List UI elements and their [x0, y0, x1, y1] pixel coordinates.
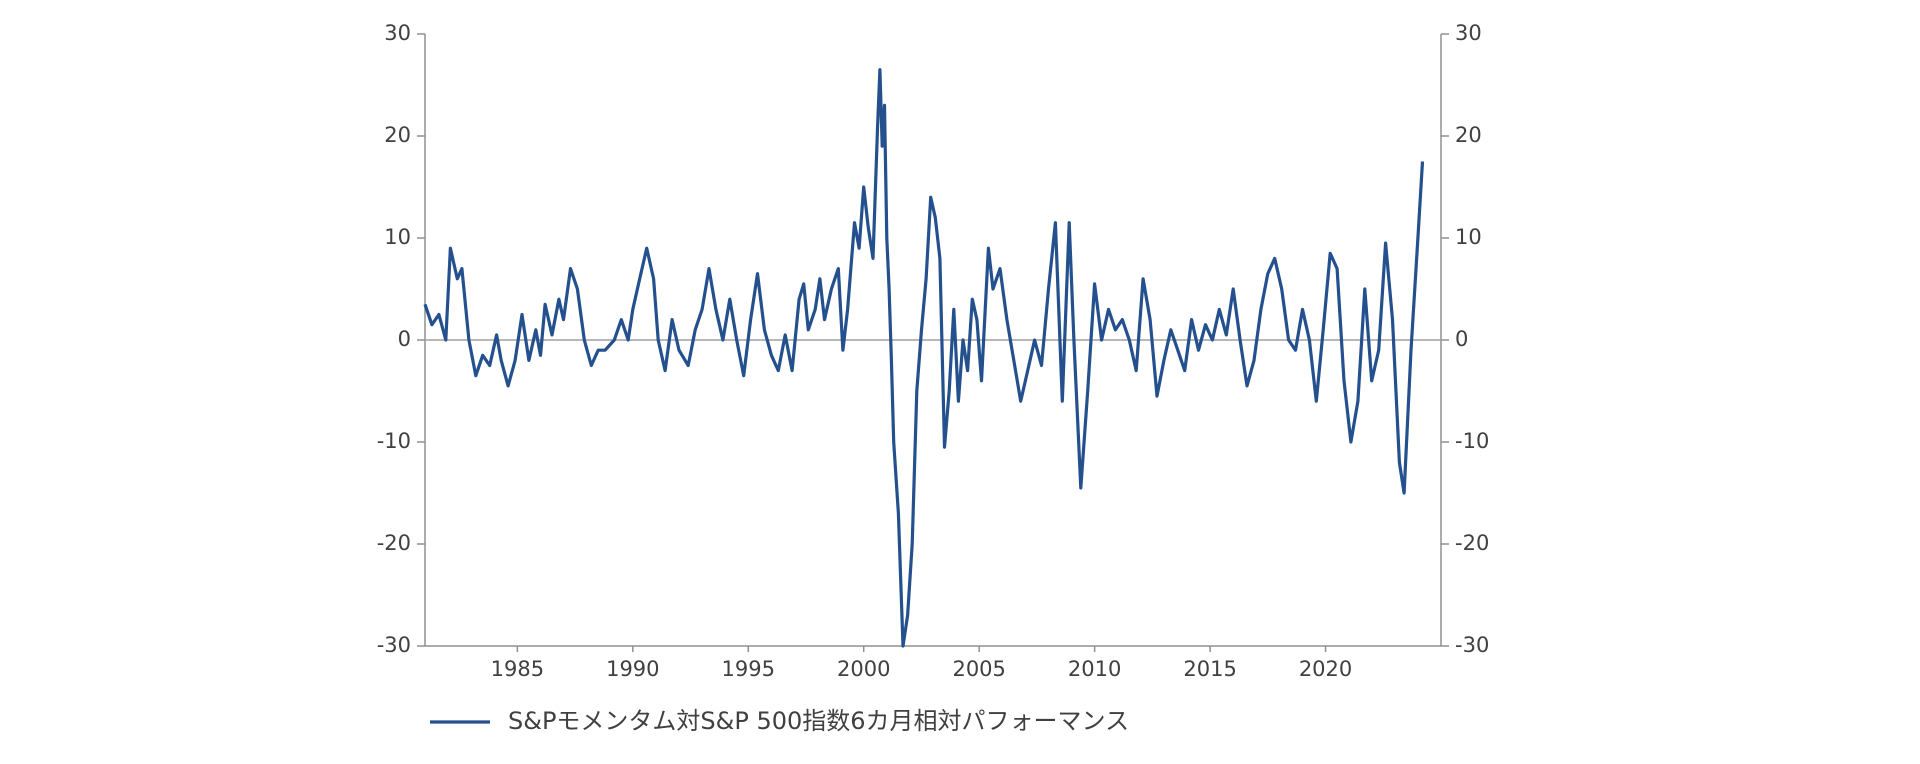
x-tick-label: 2015: [1183, 657, 1236, 681]
y2-tick-label: 0: [1455, 327, 1468, 351]
y2-tick-label: -20: [1455, 531, 1489, 555]
x-tick-label: 2000: [837, 657, 890, 681]
y-tick-label: -30: [377, 633, 411, 657]
x-tick-label: 1985: [491, 657, 544, 681]
y-tick-label: 20: [384, 123, 411, 147]
data-line: [423, 68, 1425, 648]
y-tick-label: 0: [398, 327, 411, 351]
x-tick-label: 2005: [952, 657, 1005, 681]
y-tick-label: -20: [377, 531, 411, 555]
y2-tick-label: 20: [1455, 123, 1482, 147]
y-tick-label: 10: [384, 225, 411, 249]
y-tick-label: 30: [384, 21, 411, 45]
x-tick-label: 2010: [1068, 657, 1121, 681]
y2-tick-label: -10: [1455, 429, 1489, 453]
legend-label: S&Pモメンタム対S&P 500指数6カ月相対パフォーマンス: [508, 707, 1129, 735]
y2-tick-label: 10: [1455, 225, 1482, 249]
y-tick-label: -10: [377, 429, 411, 453]
x-tick-label: 1990: [606, 657, 659, 681]
y2-tick-label: -30: [1455, 633, 1489, 657]
x-tick-label: 2020: [1299, 657, 1352, 681]
y2-tick-label: 30: [1455, 21, 1482, 45]
x-tick-label: 1995: [722, 657, 775, 681]
